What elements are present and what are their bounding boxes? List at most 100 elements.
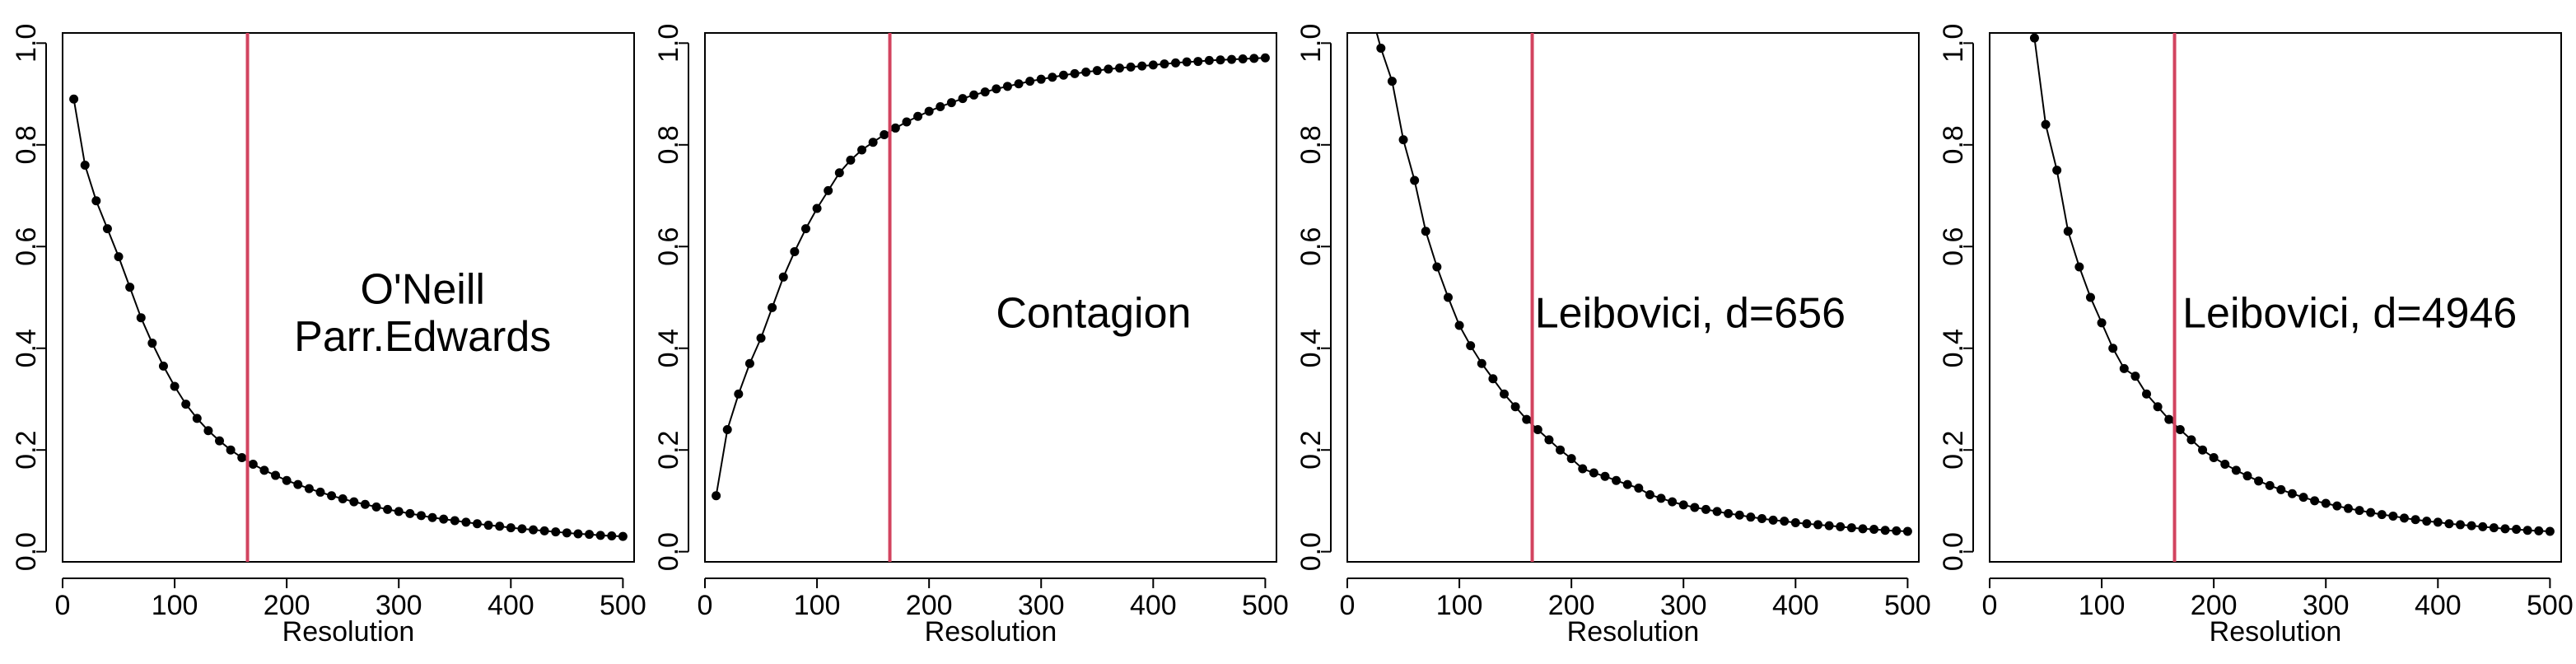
data-point xyxy=(383,504,393,514)
data-point xyxy=(1533,425,1542,434)
data-point xyxy=(2198,445,2208,455)
data-point xyxy=(1488,374,1498,384)
data-point xyxy=(1376,44,1386,54)
data-point xyxy=(1025,77,1035,87)
data-point xyxy=(114,252,124,262)
x-tick-label: 200 xyxy=(1548,590,1595,621)
series-connector xyxy=(2067,231,2080,268)
data-point xyxy=(1432,262,1442,272)
data-point xyxy=(1204,55,1214,65)
data-point xyxy=(327,491,337,501)
data-point xyxy=(924,106,934,116)
panel-leibovici-4946: 0 100 200 300 400 500 Resolution 0.0 0.2 0.4 0.6 0.… xyxy=(1938,24,2574,648)
y-tick-label: 0.8 xyxy=(1295,125,1327,164)
x-tick-label: 500 xyxy=(1884,590,1931,621)
data-point xyxy=(1227,54,1237,64)
data-point xyxy=(2265,480,2275,490)
data-point xyxy=(1365,3,1374,12)
annotation-label: Contagion xyxy=(996,289,1191,337)
data-point xyxy=(744,358,754,368)
x-tick-label: 0 xyxy=(55,590,71,621)
data-point xyxy=(1802,519,1812,529)
data-point xyxy=(69,94,79,104)
data-point xyxy=(1510,402,1520,412)
data-point xyxy=(1114,63,1124,73)
data-point xyxy=(2119,363,2129,373)
y-tick-label: 0.0 xyxy=(1295,532,1327,571)
data-point xyxy=(483,521,493,531)
data-point xyxy=(1104,64,1113,74)
series-connector xyxy=(1379,48,1393,82)
data-point xyxy=(2276,484,2286,494)
data-point xyxy=(2029,33,2039,43)
data-point xyxy=(1160,59,1169,69)
data-point xyxy=(1126,62,1136,72)
data-point xyxy=(2097,318,2107,328)
data-point xyxy=(158,361,168,371)
x-tick-label: 200 xyxy=(264,590,310,621)
x-tick-label: 0 xyxy=(1982,590,1998,621)
data-point xyxy=(1656,493,1666,503)
data-point xyxy=(1410,175,1420,185)
data-point xyxy=(1454,320,1464,330)
data-point xyxy=(1600,471,1610,481)
data-point xyxy=(1092,66,1102,76)
data-point xyxy=(1002,82,1012,91)
panel-oneill-parr-edwards: 0 100 200 300 400 500 Resolution 0.0 0.2 0.4 0.6 0.… xyxy=(11,24,646,648)
data-point xyxy=(170,381,180,391)
data-point xyxy=(282,475,292,485)
data-point xyxy=(2354,506,2364,516)
y-tick-label: 0.0 xyxy=(11,532,42,571)
data-point xyxy=(1014,79,1024,89)
data-point xyxy=(349,497,359,507)
x-tick-label: 400 xyxy=(1772,590,1819,621)
data-point xyxy=(1556,445,1566,455)
data-point xyxy=(992,84,1001,94)
data-point xyxy=(248,459,258,469)
x-tick-label: 200 xyxy=(2191,590,2238,621)
data-point xyxy=(980,87,990,97)
data-point xyxy=(1421,227,1430,236)
data-point xyxy=(1634,483,1644,493)
data-point xyxy=(1712,507,1722,517)
data-point xyxy=(2175,425,2185,434)
series-connector xyxy=(2056,170,2070,231)
data-point xyxy=(2456,520,2466,530)
data-point xyxy=(778,272,788,282)
data-point xyxy=(958,94,968,104)
data-point xyxy=(2130,372,2140,381)
y-tick-label: 1.0 xyxy=(1938,24,1969,63)
data-point xyxy=(1058,70,1068,80)
y-tick-label: 0.0 xyxy=(1938,532,1969,571)
data-point xyxy=(768,302,777,312)
y-tick-label: 0.8 xyxy=(1938,125,1969,164)
data-point xyxy=(936,102,945,112)
data-point xyxy=(2522,526,2532,535)
data-point xyxy=(2209,452,2219,462)
data-point xyxy=(595,531,605,540)
x-tick-label: 300 xyxy=(2303,590,2350,621)
series-connector xyxy=(2033,38,2047,125)
x-tick-label: 500 xyxy=(600,590,646,621)
data-point xyxy=(868,138,878,147)
data-point xyxy=(304,484,314,493)
data-point xyxy=(1137,61,1147,71)
data-point xyxy=(1824,521,1834,531)
data-point xyxy=(495,521,505,531)
data-point xyxy=(1193,57,1203,67)
data-point xyxy=(1668,497,1678,507)
data-point xyxy=(315,487,325,497)
data-point xyxy=(1443,292,1453,302)
data-point xyxy=(2321,498,2331,508)
annotation-label: Leibovici, d=4946 xyxy=(2182,289,2517,337)
data-point xyxy=(506,523,516,533)
data-point xyxy=(2085,292,2095,302)
data-point xyxy=(405,508,415,518)
data-point xyxy=(2063,227,2073,236)
annotation-label: Leibovici, d=656 xyxy=(1535,289,1846,337)
data-point xyxy=(1171,58,1181,68)
plot-area xyxy=(1365,3,1912,562)
data-point xyxy=(192,414,202,423)
data-point xyxy=(1589,468,1598,478)
data-point xyxy=(1858,524,1868,534)
